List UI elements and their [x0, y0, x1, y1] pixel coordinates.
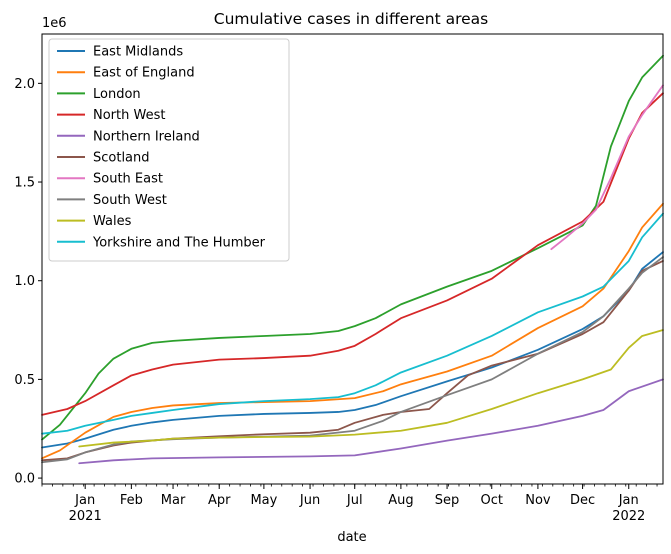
- x-tick-label: Apr: [208, 493, 231, 508]
- y-tick-label: 1.5: [14, 176, 35, 191]
- x-tick-label: Oct: [480, 493, 502, 508]
- legend-label: Wales: [93, 214, 132, 229]
- series-line-london: [41, 54, 664, 441]
- series-line-east-of-england: [41, 202, 664, 460]
- legend-label: East of England: [93, 66, 195, 81]
- axes-frame: [41, 33, 664, 485]
- legend-label: East Midlands: [93, 45, 183, 60]
- y-tick-label: 2.0: [14, 77, 35, 92]
- x-year-label: 2021: [69, 509, 102, 524]
- x-tick-label: Aug: [388, 493, 413, 508]
- x-tick-label: May: [250, 493, 277, 508]
- x-year-label: 2022: [612, 509, 645, 524]
- series-line-yorkshire-and-the-humber: [41, 212, 664, 435]
- x-tick-label: Nov: [525, 493, 551, 508]
- legend-label: North West: [93, 108, 165, 123]
- x-tick-label: Feb: [120, 493, 143, 508]
- legend-box: [48, 38, 290, 262]
- series-line-northern-ireland: [78, 378, 664, 465]
- x-tick-label: Jan: [74, 493, 95, 508]
- y-offset-label: 1e6: [42, 16, 67, 31]
- legend-label: London: [93, 87, 141, 102]
- plot-area: [41, 33, 664, 485]
- series-line-south-west: [41, 256, 664, 464]
- y-tick-label: 0.0: [14, 472, 35, 487]
- x-tick-label: Mar: [161, 493, 186, 508]
- x-tick-label: Jun: [299, 493, 320, 508]
- series-line-east-midlands: [41, 251, 664, 449]
- x-tick-label: Dec: [570, 493, 595, 508]
- legend-label: South West: [93, 193, 167, 208]
- x-tick-label: Jan: [618, 493, 639, 508]
- legend-label: Northern Ireland: [93, 129, 200, 144]
- series-line-wales: [78, 329, 664, 448]
- legend-label: Scotland: [93, 151, 150, 166]
- chart-title: Cumulative cases in different areas: [214, 10, 488, 28]
- x-axis: Jan Feb Mar Apr May Jun Jul Aug Sep Oct Nov Dec Jan2…: [41, 484, 658, 524]
- x-tick-label: Sep: [435, 493, 460, 508]
- legend-label: Yorkshire and The Humber: [92, 235, 266, 250]
- series-lines: [41, 54, 664, 465]
- legend-label: South East: [93, 172, 163, 187]
- x-axis-label: date: [337, 530, 366, 545]
- x-tick-label: Jul: [346, 493, 363, 508]
- y-tick-label: 1.0: [14, 274, 35, 289]
- series-line-scotland: [41, 260, 664, 462]
- y-tick-label: 0.5: [14, 373, 35, 388]
- series-line-south-east: [550, 84, 664, 251]
- y-axis: 0.0 0.5 1.0 1.5 2.0: [14, 77, 42, 487]
- legend: East Midlands East of England London North …: [48, 38, 290, 262]
